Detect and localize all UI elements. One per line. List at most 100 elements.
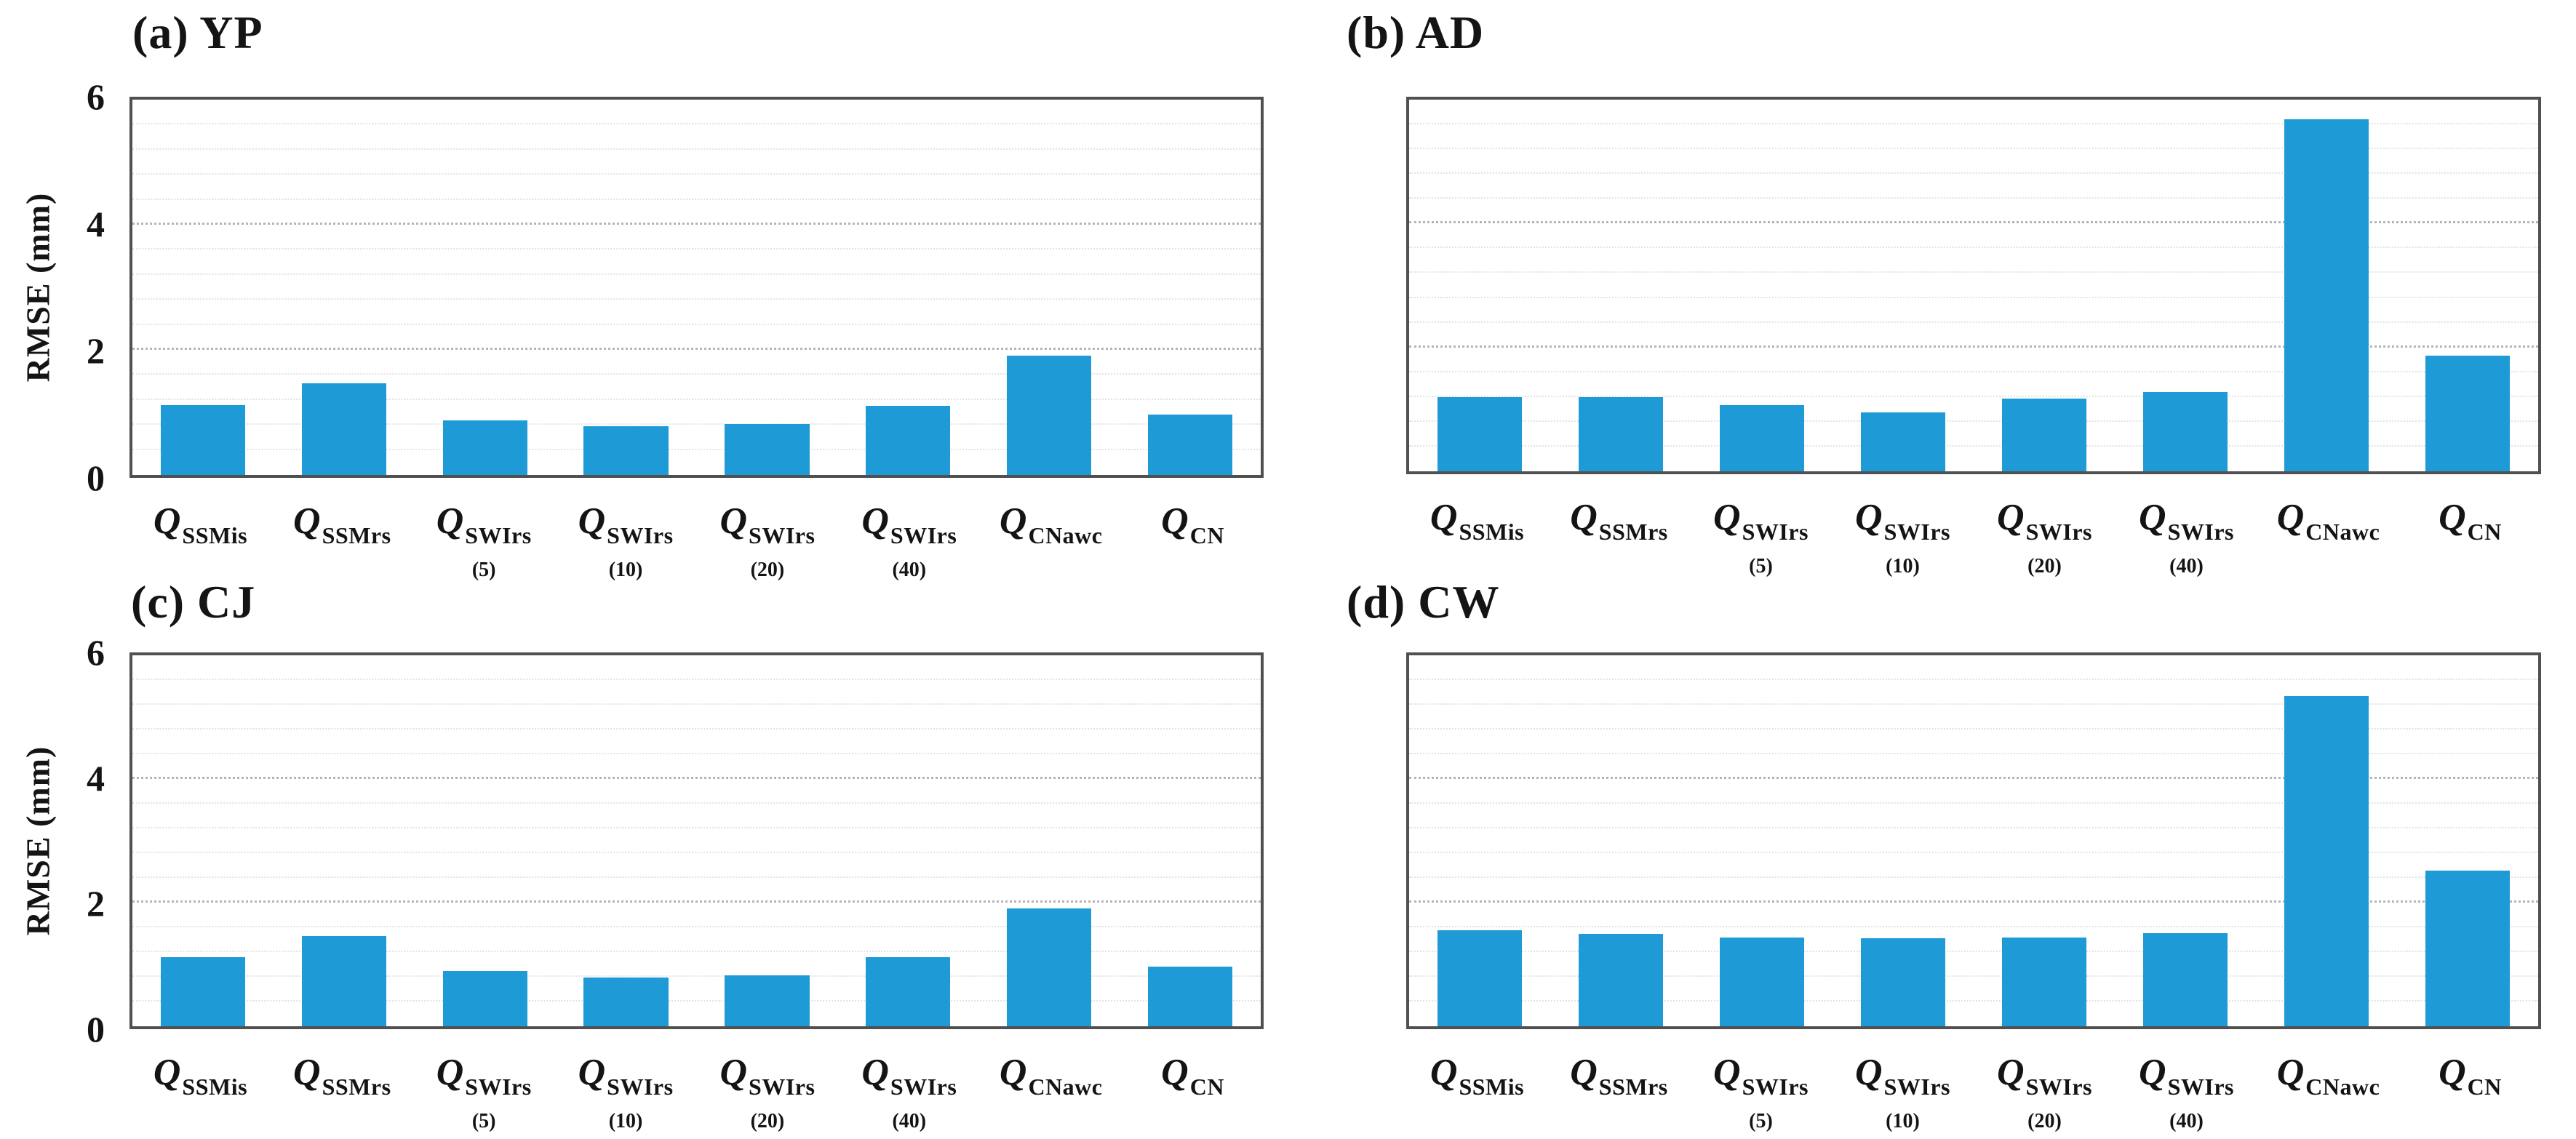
- minor-gridline: [132, 852, 1261, 853]
- minor-gridline: [1409, 321, 2538, 323]
- y-tick-label-a-4: 4: [87, 203, 105, 244]
- x-label-symbol: QSSMrs: [1548, 499, 1690, 545]
- plot-area-d: [1406, 652, 2541, 1029]
- minor-gridline: [132, 248, 1261, 250]
- q-subscript: SWIrs: [1742, 519, 1809, 545]
- x-label-d-SWIrs-20: QSWIrs (20): [1974, 1054, 2116, 1132]
- q-subscript: CNawc: [2305, 1074, 2380, 1100]
- bar-c-CN: [1147, 966, 1233, 1026]
- q-symbol: Q: [1429, 1052, 1458, 1093]
- major-gridline: [132, 223, 1261, 225]
- minor-gridline: [1409, 802, 2538, 804]
- q-symbol: Q: [2439, 497, 2466, 538]
- x-axis-labels-d: QSSMis QSSMrs QSWIrs (5) QSWIrs (10) QSWIrs (20…: [1406, 1054, 2541, 1132]
- x-label-symbol: QSSMis: [129, 503, 271, 548]
- x-label-b-SSMrs: QSSMrs: [1548, 499, 1690, 577]
- y-tick-label-a-0: 0: [87, 457, 105, 498]
- x-label-symbol: QCN: [2399, 497, 2541, 545]
- x-label-note: (10): [1886, 555, 1920, 578]
- q-symbol: Q: [436, 1052, 464, 1093]
- plot-area-c: [129, 652, 1264, 1029]
- minor-gridline: [132, 951, 1261, 952]
- bar-a-SWIrs-40: [866, 406, 951, 475]
- minor-gridline: [1409, 370, 2538, 372]
- bar-b-CNawc: [2284, 119, 2369, 471]
- q-symbol: Q: [1855, 1052, 1883, 1093]
- minor-gridline: [1409, 852, 2538, 853]
- x-label-symbol: QSWIrs: [838, 1054, 980, 1099]
- bar-c-CNawc: [1007, 908, 1092, 1026]
- bar-b-SWIrs-20: [2001, 399, 2087, 471]
- minor-gridline: [1409, 753, 2538, 754]
- x-label-symbol: QSWIrs: [413, 500, 555, 548]
- q-symbol: Q: [153, 1052, 181, 1093]
- x-label-c-CN: QCN: [1122, 1054, 1264, 1132]
- minor-gridline: [1409, 271, 2538, 273]
- x-label-symbol: QSWIrs: [1974, 499, 2116, 545]
- x-label-symbol: QSWIrs: [838, 500, 980, 548]
- x-label-a-SSMrs: QSSMrs: [271, 503, 413, 580]
- q-subscript: CNawc: [2305, 519, 2380, 545]
- x-label-note: (10): [1886, 1110, 1920, 1132]
- minor-gridline: [132, 975, 1261, 977]
- q-symbol: Q: [436, 500, 464, 542]
- major-gridline: [132, 777, 1261, 779]
- x-label-b-SSMis: QSSMis: [1406, 499, 1548, 577]
- q-subscript: CN: [2467, 519, 2502, 545]
- minor-gridline: [1409, 951, 2538, 952]
- bar-d-SWIrs-10: [1860, 938, 1946, 1026]
- x-axis-labels-a: QSSMis QSSMrs QSWIrs (5) QSWIrs (10) QSWIrs (20…: [129, 503, 1264, 580]
- q-subscript: SSMis: [1459, 519, 1525, 545]
- q-symbol: Q: [2276, 1052, 2305, 1093]
- x-label-c-SSMis: QSSMis: [129, 1054, 271, 1132]
- bar-d-SWIrs-20: [2001, 937, 2087, 1026]
- x-label-a-SWIrs-5: QSWIrs (5): [413, 503, 555, 580]
- q-symbol: Q: [861, 500, 889, 542]
- bar-d-CNawc: [2284, 696, 2369, 1026]
- x-label-symbol: QSWIrs: [2116, 1052, 2257, 1099]
- major-gridline: [1409, 777, 2538, 779]
- x-label-c-SWIrs-40: QSWIrs (40): [838, 1054, 980, 1132]
- bar-c-SWIrs-40: [866, 956, 951, 1026]
- x-label-symbol: QCNawc: [980, 503, 1122, 548]
- panel-title-a: (a) YP: [132, 7, 263, 58]
- minor-gridline: [132, 198, 1261, 200]
- q-subscript: SWIrs: [2025, 1074, 2092, 1100]
- q-symbol: Q: [2139, 1052, 2166, 1093]
- bar-b-SSMis: [1437, 396, 1523, 471]
- x-label-a-SWIrs-40: QSWIrs (40): [838, 503, 980, 580]
- x-label-symbol: QCN: [1122, 1054, 1264, 1099]
- bar-c-SWIrs-5: [442, 971, 527, 1026]
- major-gridline: [1409, 221, 2538, 224]
- minor-gridline: [1409, 420, 2538, 422]
- x-label-b-CN: QCN: [2399, 499, 2541, 577]
- minor-gridline: [1409, 395, 2538, 397]
- q-subscript: SSMis: [1459, 1074, 1525, 1100]
- x-label-symbol: QCNawc: [2257, 1052, 2399, 1100]
- q-subscript: SWIrs: [890, 522, 957, 548]
- minor-gridline: [1409, 876, 2538, 878]
- minor-gridline: [1409, 975, 2538, 977]
- q-subscript: SSMrs: [1598, 519, 1668, 545]
- x-label-symbol: QSWIrs: [555, 1054, 697, 1099]
- x-label-b-SWIrs-20: QSWIrs (20): [1974, 499, 2116, 577]
- bar-a-SSMrs: [301, 383, 386, 475]
- x-label-d-SWIrs-10: QSWIrs (10): [1832, 1054, 1974, 1132]
- q-symbol: Q: [293, 500, 321, 542]
- x-label-symbol: QSWIrs: [697, 503, 839, 548]
- x-label-symbol: QSSMrs: [271, 500, 413, 548]
- x-label-b-SWIrs-40: QSWIrs (40): [2116, 499, 2257, 577]
- x-label-symbol: QSWIrs: [1832, 499, 1974, 544]
- bar-b-SWIrs-5: [1719, 404, 1805, 471]
- plot-area-a: [129, 97, 1264, 478]
- panel-title-b: (b) AD: [1347, 7, 1485, 58]
- q-subscript: SWIrs: [2025, 519, 2092, 545]
- x-label-a-SWIrs-20: QSWIrs (20): [697, 503, 839, 580]
- q-subscript: CNawc: [1028, 522, 1103, 548]
- x-label-note: (40): [892, 559, 927, 581]
- y-tick-label-c-0: 0: [87, 1009, 105, 1050]
- y-tick-label-c-4: 4: [87, 757, 105, 799]
- minor-gridline: [1409, 926, 2538, 927]
- q-subscript: SSMis: [182, 522, 248, 548]
